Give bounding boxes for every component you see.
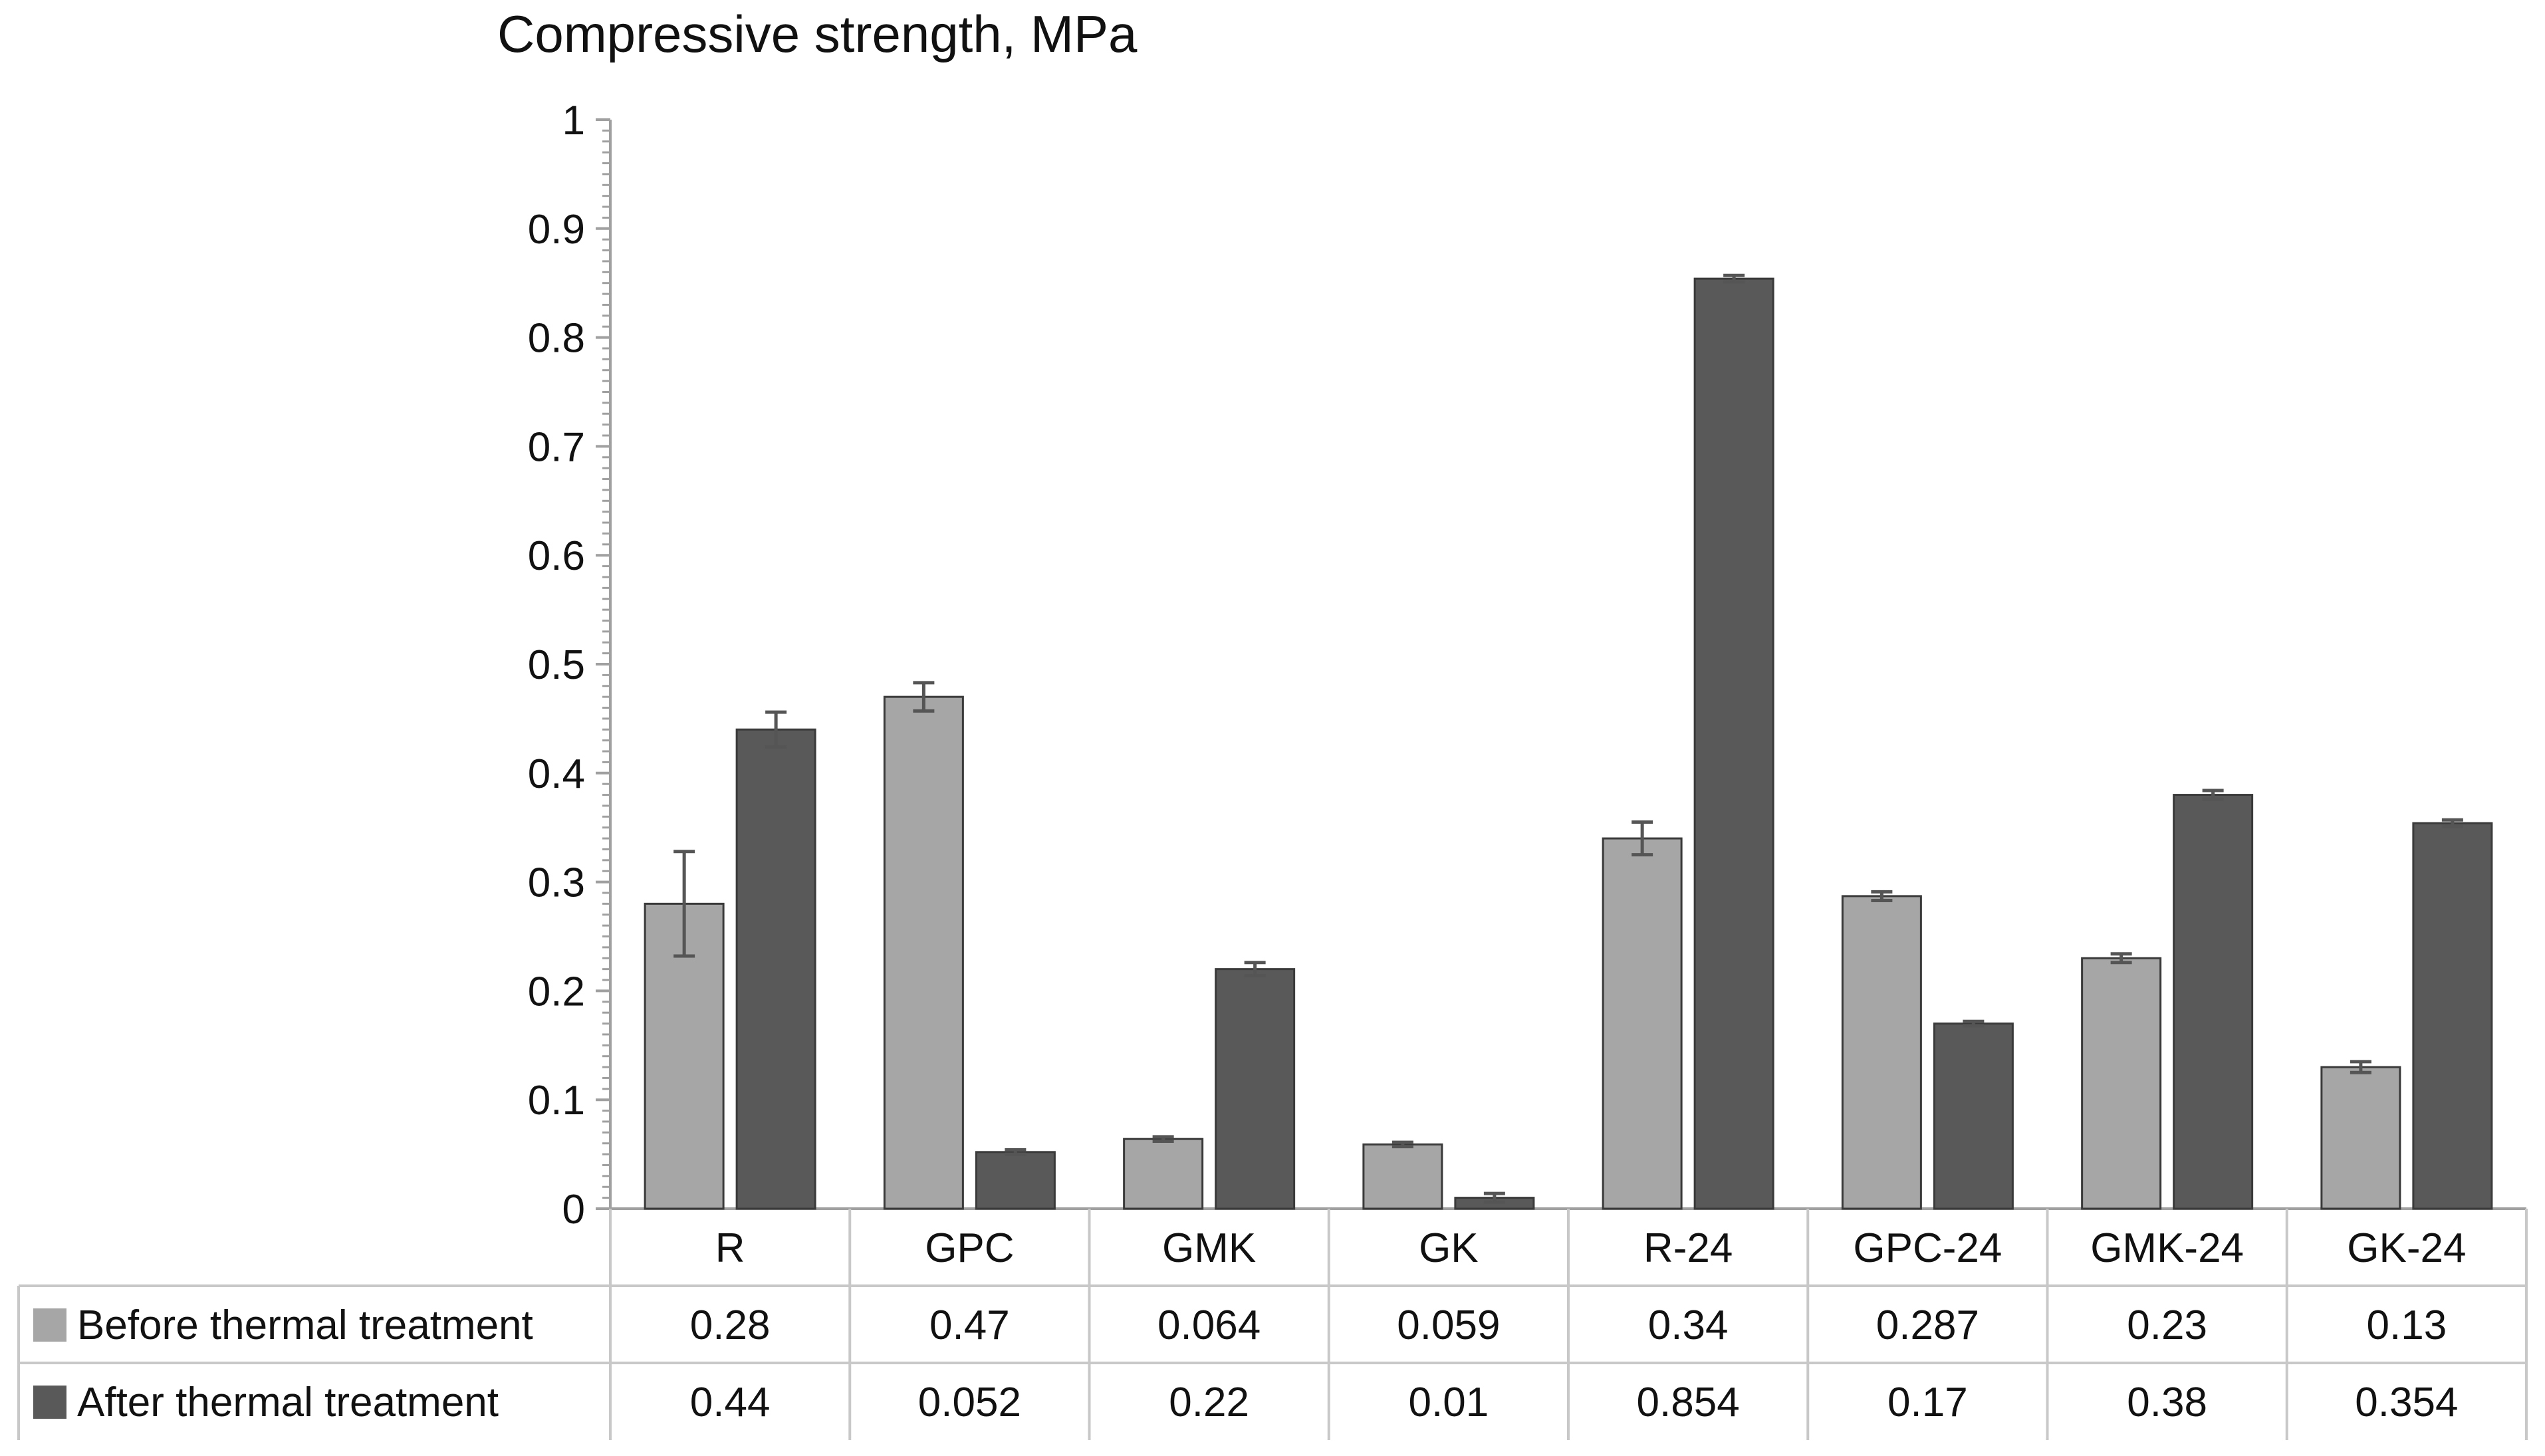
- category-label: GPC: [925, 1225, 1014, 1271]
- category-label: R: [715, 1225, 745, 1271]
- table-value: 0.01: [1409, 1380, 1489, 1425]
- table-value: 0.22: [1169, 1380, 1249, 1425]
- table-value: 0.44: [690, 1380, 771, 1425]
- chart-title: Compressive strength, MPa: [497, 5, 1138, 63]
- bar-after-gmk-24: [2173, 794, 2254, 1210]
- category-label: GMK: [1162, 1225, 1256, 1271]
- bar-after-r-24: [1693, 277, 1774, 1210]
- bar-before-gk: [1362, 1143, 1443, 1210]
- y-tick-label: 0.2: [528, 969, 585, 1015]
- y-tick-label: 0: [562, 1187, 585, 1233]
- category-label: GK: [1419, 1225, 1479, 1271]
- bar-before-gmk-24: [2081, 957, 2162, 1210]
- table-value: 0.354: [2355, 1380, 2458, 1425]
- legend-label-before: Before thermal treatment: [77, 1302, 533, 1348]
- table-value: 0.059: [1397, 1302, 1500, 1348]
- table-value: 0.052: [918, 1380, 1021, 1425]
- y-tick-label: 1: [562, 98, 585, 144]
- table-value: 0.854: [1637, 1380, 1740, 1425]
- y-tick-label: 0.8: [528, 316, 585, 362]
- category-label: R-24: [1643, 1225, 1733, 1271]
- table-value: 0.34: [1648, 1302, 1729, 1348]
- bar-after-r: [735, 728, 816, 1210]
- bar-before-gpc: [883, 695, 964, 1210]
- bar-after-gk-24: [2412, 822, 2493, 1210]
- table-value: 0.17: [1887, 1380, 1968, 1425]
- table-value: 0.287: [1876, 1302, 1979, 1348]
- category-label: GMK-24: [2090, 1225, 2244, 1271]
- category-label: GK-24: [2347, 1225, 2466, 1271]
- legend-key-after: [33, 1386, 66, 1419]
- legend-key-before: [33, 1308, 66, 1342]
- table-value: 0.38: [2127, 1380, 2207, 1425]
- bar-before-gk-24: [2320, 1066, 2401, 1210]
- table-value: 0.23: [2127, 1302, 2207, 1348]
- y-tick-label: 0.1: [528, 1078, 585, 1124]
- bar-before-gpc-24: [1841, 895, 1922, 1210]
- y-tick-label: 0.9: [528, 207, 585, 253]
- table-value: 0.13: [2367, 1302, 2447, 1348]
- category-label: GPC-24: [1853, 1225, 2002, 1271]
- y-tick-label: 0.3: [528, 860, 585, 906]
- bars: [644, 273, 2493, 1210]
- bar-after-gpc: [975, 1151, 1056, 1210]
- bar-after-gmk: [1215, 968, 1296, 1210]
- y-tick-label: 0.7: [528, 424, 585, 470]
- bar-before-gmk: [1123, 1138, 1204, 1210]
- table-value: 0.47: [929, 1302, 1010, 1348]
- y-tick-label: 0.5: [528, 642, 585, 688]
- bar-after-gpc-24: [1933, 1023, 2014, 1210]
- legend-label-after: After thermal treatment: [77, 1380, 499, 1425]
- y-tick-label: 0.6: [528, 533, 585, 579]
- bar-before-r-24: [1602, 837, 1683, 1210]
- y-tick-label: 0.4: [528, 751, 585, 797]
- table-value: 0.28: [690, 1302, 771, 1348]
- table-value: 0.064: [1157, 1302, 1261, 1348]
- data-table: R GPC GMK GK R-24 GPC-24 GMK-24 GK-24 Before the…: [17, 1209, 2528, 1440]
